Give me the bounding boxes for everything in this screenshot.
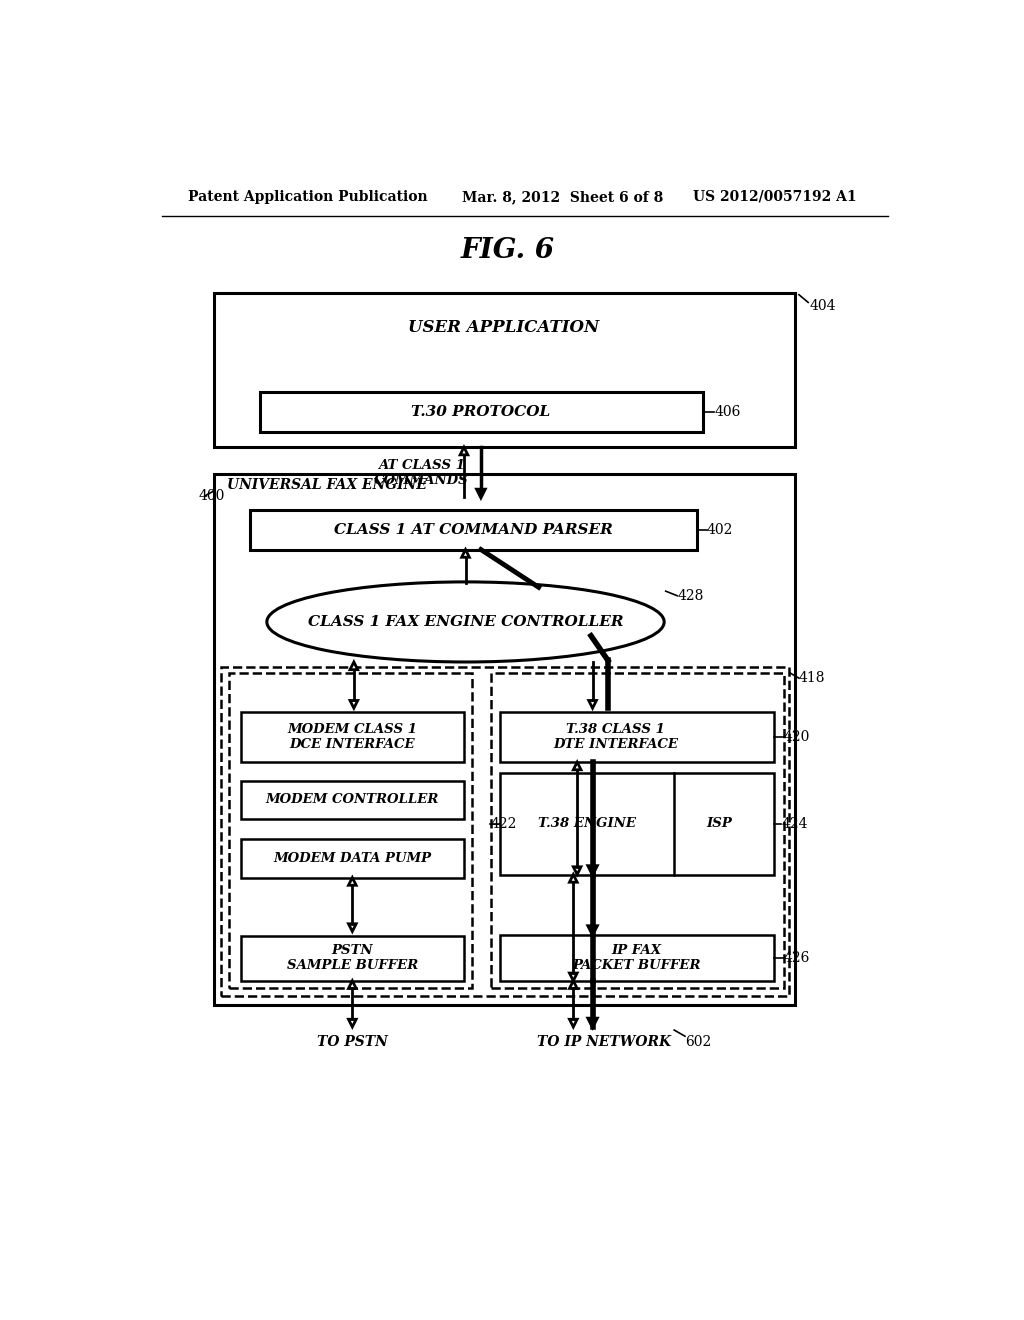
Polygon shape (348, 924, 356, 932)
Polygon shape (460, 447, 468, 455)
Text: TO IP NETWORK: TO IP NETWORK (538, 1035, 671, 1049)
Text: Patent Application Publication: Patent Application Publication (188, 190, 428, 203)
FancyBboxPatch shape (229, 673, 472, 989)
Text: MODEM DATA PUMP: MODEM DATA PUMP (273, 851, 431, 865)
Text: T.30 PROTOCOL: T.30 PROTOCOL (412, 405, 551, 418)
Polygon shape (350, 663, 357, 669)
FancyBboxPatch shape (241, 840, 464, 878)
Polygon shape (350, 701, 357, 708)
Text: 418: 418 (799, 671, 825, 685)
Text: MODEM CLASS 1
DCE INTERFACE: MODEM CLASS 1 DCE INTERFACE (288, 723, 418, 751)
Ellipse shape (267, 582, 665, 663)
Text: 404: 404 (810, 300, 837, 313)
Text: US 2012/0057192 A1: US 2012/0057192 A1 (692, 190, 856, 203)
FancyBboxPatch shape (241, 711, 464, 762)
Polygon shape (348, 981, 356, 989)
Polygon shape (573, 762, 581, 770)
Text: 426: 426 (783, 950, 810, 965)
Text: FIG. 6: FIG. 6 (461, 238, 555, 264)
FancyBboxPatch shape (260, 392, 702, 432)
Polygon shape (589, 927, 597, 935)
Text: 422: 422 (490, 817, 516, 830)
Polygon shape (569, 1019, 578, 1027)
Text: 424: 424 (781, 817, 808, 830)
Text: MODEM CONTROLLER: MODEM CONTROLLER (265, 793, 439, 807)
FancyBboxPatch shape (214, 474, 795, 1006)
Text: 428: 428 (677, 589, 703, 603)
Text: IP FAX
PACKET BUFFER: IP FAX PACKET BUFFER (572, 944, 700, 972)
Polygon shape (589, 701, 596, 708)
Text: 602: 602 (685, 1035, 712, 1049)
Text: TO PSTN: TO PSTN (317, 1035, 388, 1049)
Polygon shape (589, 1019, 597, 1027)
Text: 406: 406 (714, 405, 740, 418)
FancyBboxPatch shape (490, 673, 783, 989)
Text: CLASS 1 FAX ENGINE CONTROLLER: CLASS 1 FAX ENGINE CONTROLLER (308, 615, 624, 628)
Polygon shape (573, 867, 581, 875)
Polygon shape (462, 583, 469, 591)
FancyBboxPatch shape (241, 780, 464, 818)
Polygon shape (477, 490, 484, 498)
FancyBboxPatch shape (241, 936, 464, 981)
Polygon shape (462, 549, 469, 557)
Text: USER APPLICATION: USER APPLICATION (409, 319, 600, 337)
Text: ISP: ISP (706, 817, 732, 830)
Polygon shape (348, 1019, 356, 1027)
FancyBboxPatch shape (500, 774, 773, 875)
Polygon shape (348, 878, 356, 886)
Text: CLASS 1 AT COMMAND PARSER: CLASS 1 AT COMMAND PARSER (334, 523, 612, 536)
FancyBboxPatch shape (250, 510, 696, 549)
FancyBboxPatch shape (500, 711, 773, 762)
Text: AT CLASS 1
COMMANDS: AT CLASS 1 COMMANDS (374, 458, 469, 487)
Text: 402: 402 (707, 523, 733, 536)
FancyBboxPatch shape (221, 667, 788, 997)
Text: PSTN
SAMPLE BUFFER: PSTN SAMPLE BUFFER (287, 944, 418, 973)
Text: Mar. 8, 2012  Sheet 6 of 8: Mar. 8, 2012 Sheet 6 of 8 (462, 190, 663, 203)
FancyBboxPatch shape (214, 293, 795, 447)
Text: 400: 400 (199, 488, 224, 503)
Polygon shape (589, 866, 597, 875)
Text: T.38 CLASS 1
DTE INTERFACE: T.38 CLASS 1 DTE INTERFACE (553, 723, 678, 751)
Polygon shape (569, 875, 578, 882)
Polygon shape (569, 973, 578, 981)
Polygon shape (569, 981, 578, 989)
Text: T.38 ENGINE: T.38 ENGINE (539, 817, 636, 830)
Text: UNIVERSAL FAX ENGINE: UNIVERSAL FAX ENGINE (226, 478, 427, 492)
Text: 420: 420 (783, 730, 810, 744)
FancyBboxPatch shape (500, 935, 773, 981)
